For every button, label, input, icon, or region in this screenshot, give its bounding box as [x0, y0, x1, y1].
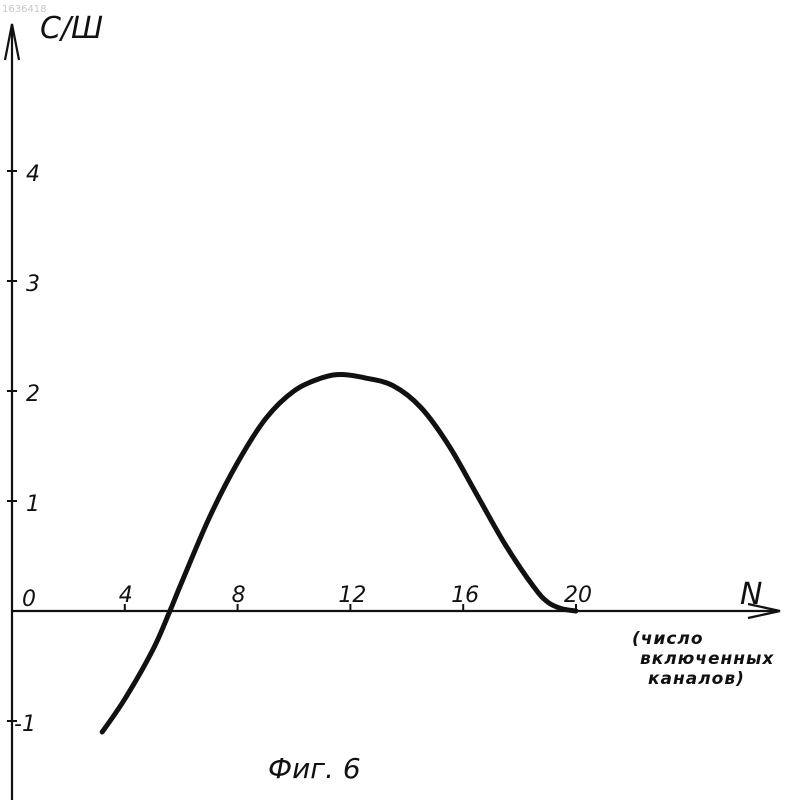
origin-label: 0	[22, 587, 36, 612]
curve-layer	[102, 375, 576, 733]
x-axis-note-line-2: включенных	[640, 649, 774, 669]
x-tick-label: 12	[338, 583, 366, 608]
y-tick-label: 3	[26, 272, 40, 297]
x-axis-note-line-3: каналов)	[648, 669, 745, 689]
x-axis-note-line-1: (число	[632, 629, 704, 649]
y-tick-label: 1	[26, 492, 40, 517]
y-tick-label: -1	[14, 712, 36, 737]
x-tick-label: 16	[451, 583, 479, 608]
x-tick-label: 4	[119, 583, 133, 608]
y-axis-title: С/Ш	[40, 11, 103, 46]
ticks: 48121620-11234	[7, 162, 592, 737]
figure-caption: Фиг. 6	[268, 752, 361, 785]
series-line	[102, 375, 576, 733]
x-axis-title: N	[740, 577, 762, 612]
x-axis-note: (число включенных каналов)	[632, 629, 774, 689]
y-tick-label: 2	[26, 382, 40, 407]
x-tick-label: 20	[564, 583, 592, 608]
y-tick-label: 4	[26, 162, 40, 187]
x-tick-label: 8	[232, 583, 246, 608]
